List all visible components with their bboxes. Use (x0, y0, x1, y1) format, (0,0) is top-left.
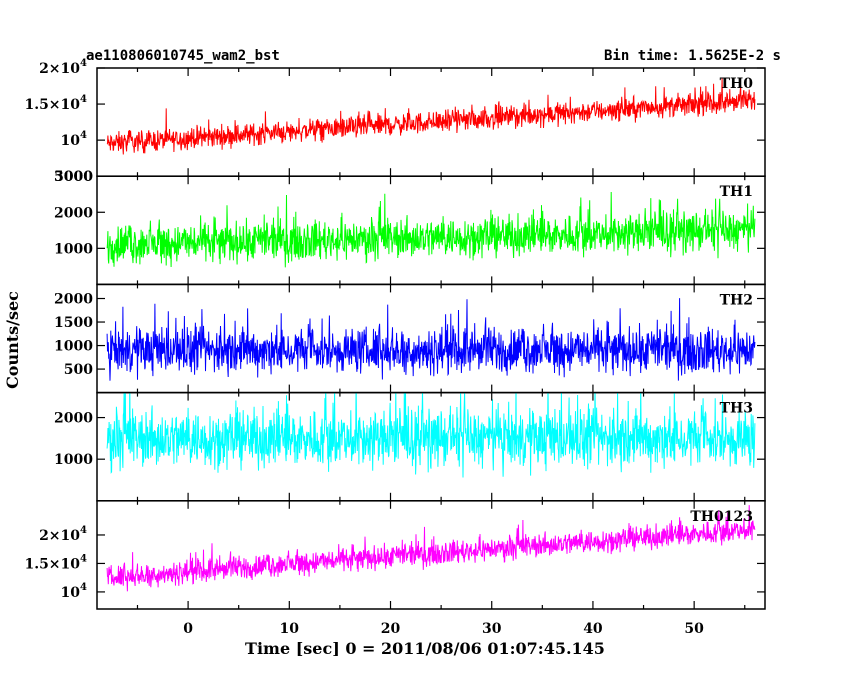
panel-th2: TH2 2000 1500 1000 500 (54, 283, 766, 394)
x-tick-label: 40 (583, 621, 603, 637)
panel-frame (96, 500, 766, 610)
y-tick-label: 104 (61, 582, 87, 601)
series-th0123 (106, 505, 756, 592)
y-tick-label: 2×104 (39, 58, 87, 77)
y-tick-label: 2×104 (39, 525, 87, 544)
x-tick-label: 0 (183, 621, 193, 637)
y-tick-label: 1.5×104 (24, 553, 87, 572)
x-axis-label: Time [sec] 0 = 2011/08/06 01:07:45.145 (245, 639, 605, 658)
panel-th0: TH0 2×104 1.5×104 104 5000 (24, 58, 766, 185)
y-tick-label: 1000 (54, 452, 93, 468)
series-th1 (106, 191, 756, 268)
y-tick-label: 2000 (54, 411, 93, 427)
y-tick-label: 1.5×104 (24, 94, 87, 113)
panel-th1: TH1 3000 2000 1000 (54, 169, 766, 286)
x-axis: 0 10 20 30 40 50 (183, 621, 704, 637)
y-tick-label: 500 (64, 362, 93, 378)
panel-label: TH0 (720, 76, 754, 92)
chart-title: ae110806010745_wam2_bst (86, 48, 280, 64)
y-axis-label: Counts/sec (3, 291, 22, 389)
y-tick-label: 1000 (54, 339, 93, 355)
panel-label: TH1 (720, 184, 753, 200)
x-tick-label: 50 (684, 621, 704, 637)
x-tick-label: 10 (280, 621, 300, 637)
y-tick-label: 1500 (54, 315, 93, 331)
panel-th0123: TH0123 2×104 1.5×104 104 (24, 500, 766, 610)
bin-time-label: Bin time: 1.5625E-2 s (604, 48, 781, 64)
series-th2 (106, 298, 756, 381)
x-tick-label: 30 (482, 621, 502, 637)
y-tick-label: 104 (61, 130, 87, 149)
series-th0 (106, 77, 756, 155)
panel-th3: TH3 2000 1000 (54, 391, 766, 502)
y-tick-label: 3000 (54, 169, 93, 185)
series-th3 (106, 392, 756, 478)
panels-group: TH02×1041.5×1041045000TH1300020001000TH2… (24, 58, 766, 610)
y-tick-label: 2000 (54, 205, 93, 221)
panel-label: TH2 (720, 292, 753, 308)
panel-label: TH3 (720, 401, 753, 417)
x-tick-label: 20 (381, 621, 401, 637)
panel-label: TH0123 (690, 509, 753, 525)
y-tick-label: 2000 (54, 292, 93, 308)
y-tick-label: 5000 (54, 169, 93, 185)
y-tick-label: 1000 (54, 241, 93, 257)
